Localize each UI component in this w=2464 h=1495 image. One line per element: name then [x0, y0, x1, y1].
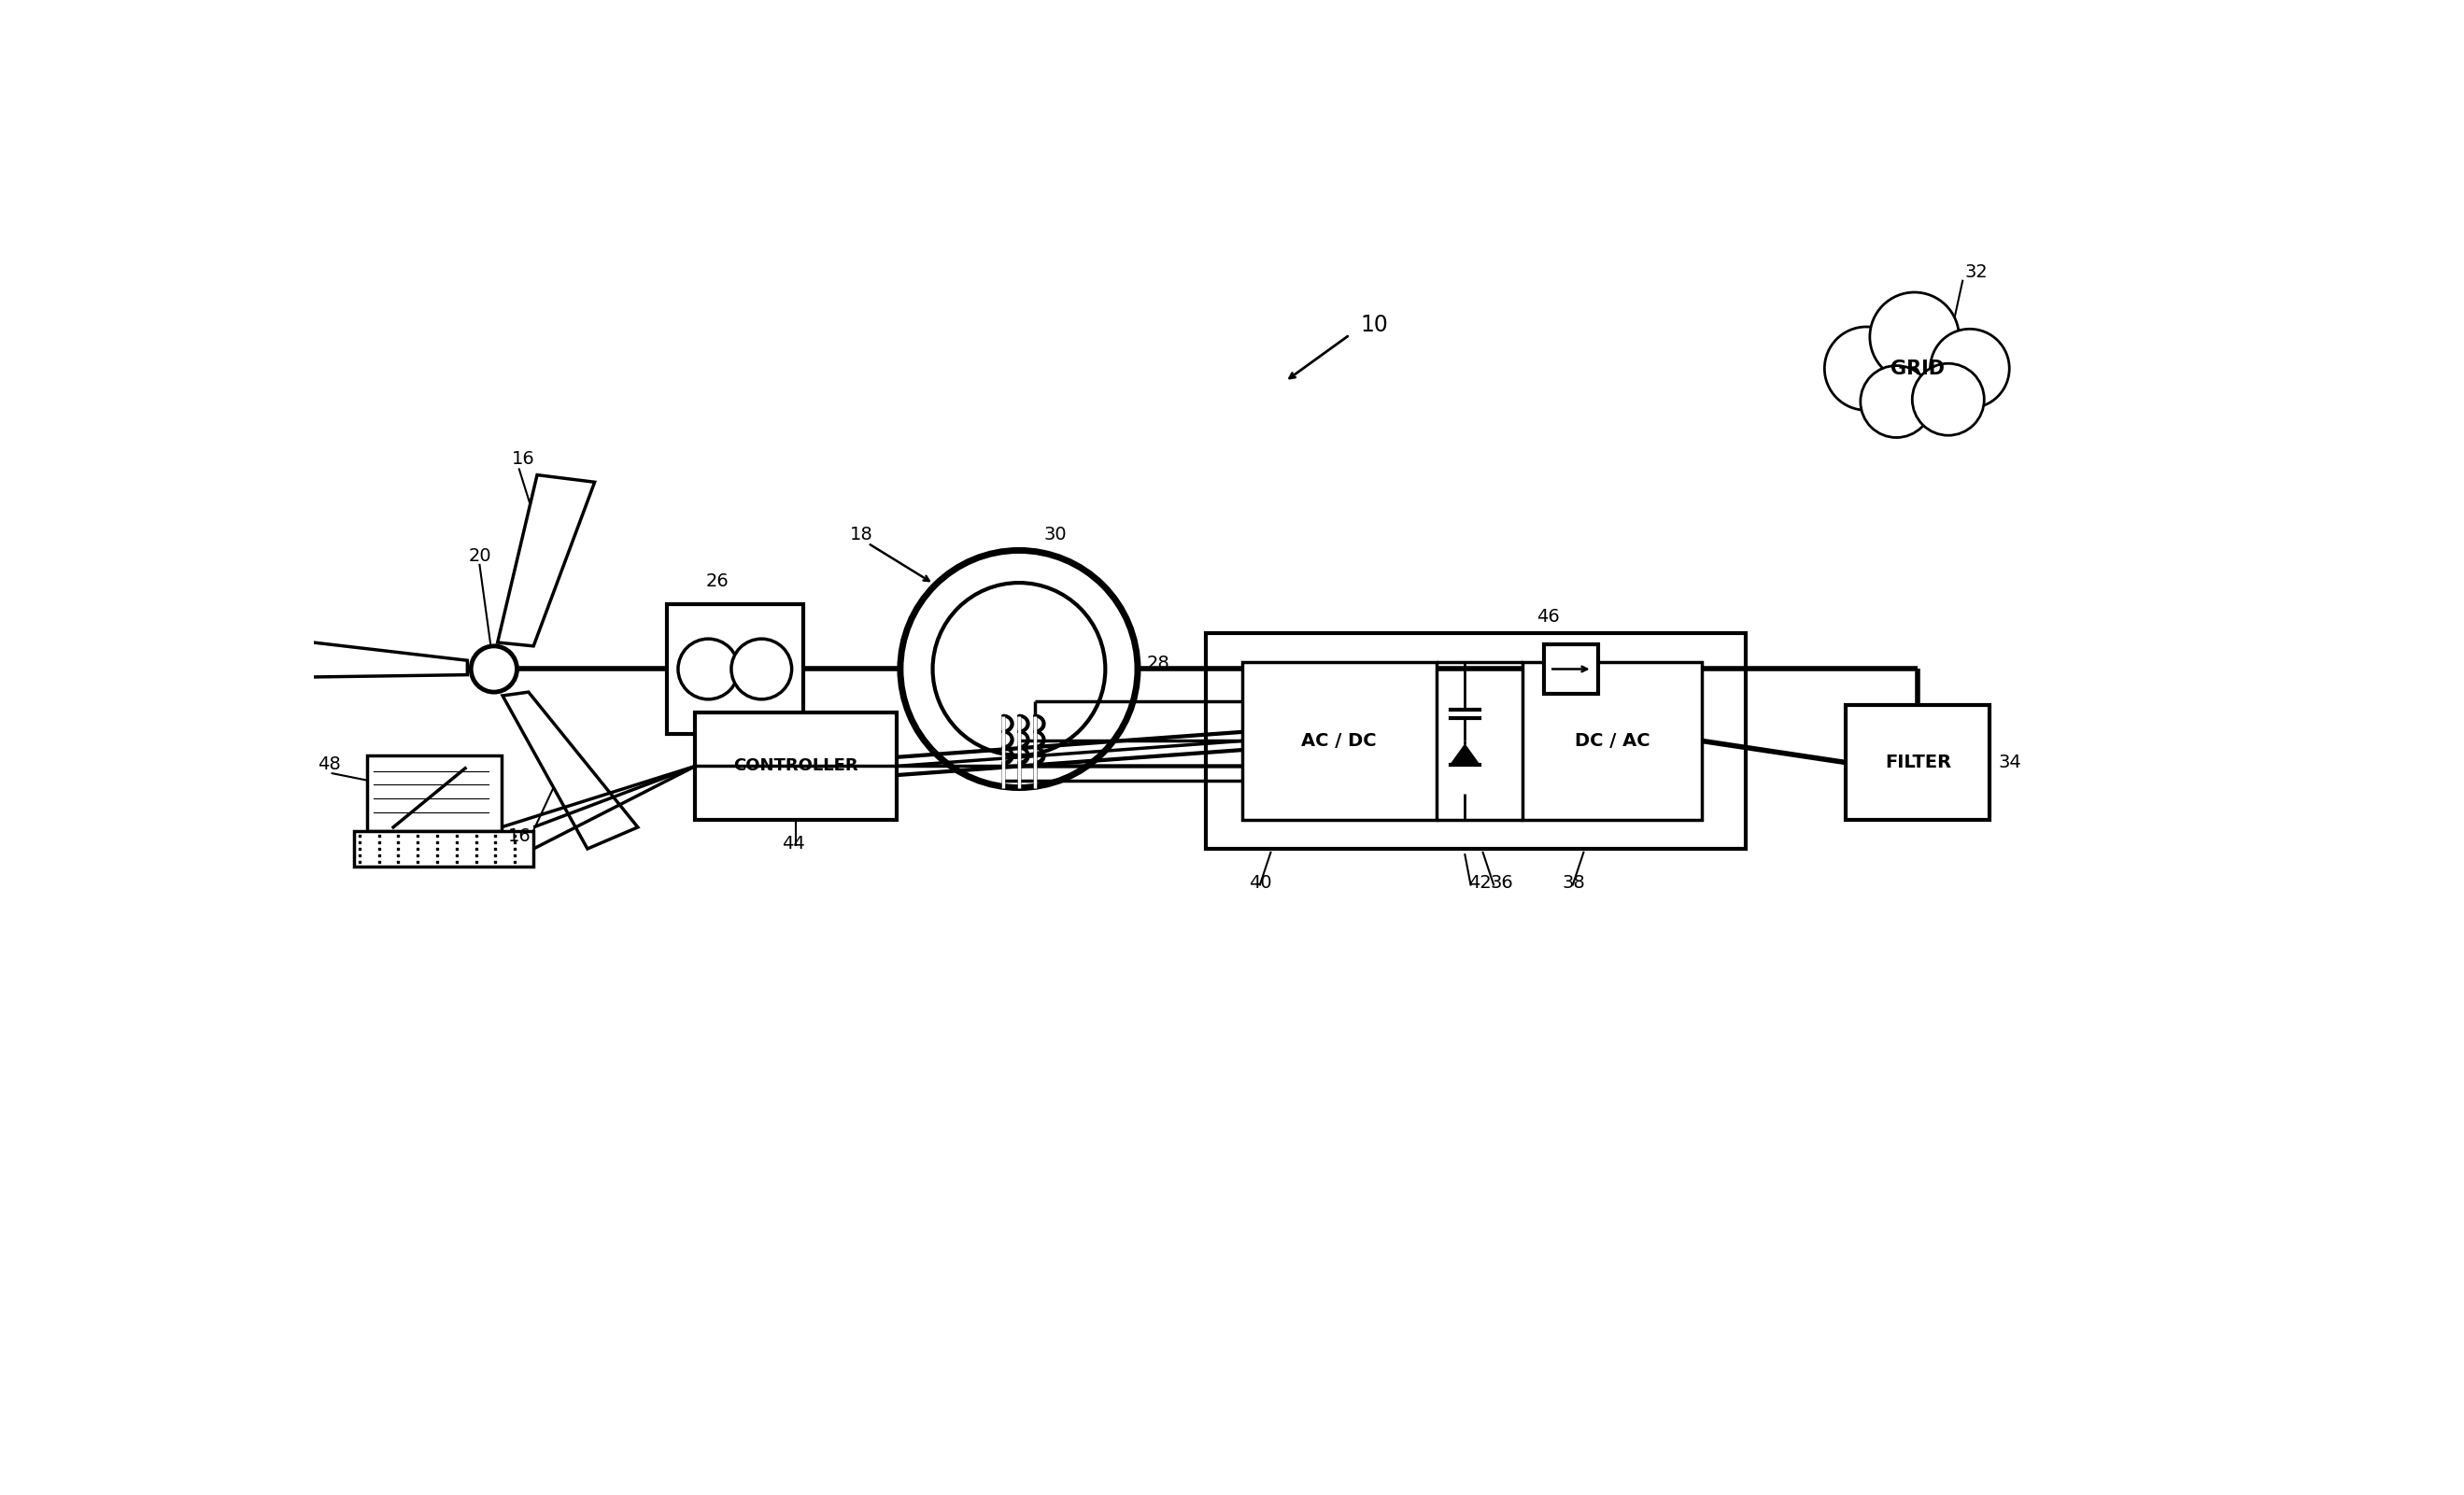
Circle shape: [1912, 363, 1984, 435]
Text: 20: 20: [468, 547, 493, 565]
Text: DC / AC: DC / AC: [1574, 733, 1651, 750]
Bar: [695, 712, 897, 821]
Text: 36: 36: [1491, 875, 1513, 893]
Polygon shape: [367, 755, 500, 831]
Circle shape: [678, 638, 739, 700]
Bar: [1545, 644, 1599, 694]
Text: 16: 16: [513, 450, 535, 468]
Text: 32: 32: [1964, 263, 1988, 281]
Text: FILTER: FILTER: [1885, 753, 1951, 771]
Text: 28: 28: [1146, 655, 1170, 673]
Circle shape: [1823, 327, 1907, 410]
Polygon shape: [498, 475, 594, 646]
Text: 34: 34: [1998, 753, 2020, 771]
Polygon shape: [1451, 745, 1478, 764]
Circle shape: [934, 583, 1106, 755]
Circle shape: [471, 646, 517, 692]
Bar: [1846, 706, 1991, 821]
Text: 38: 38: [1562, 875, 1584, 893]
Circle shape: [1870, 293, 1959, 381]
Text: 46: 46: [1538, 608, 1560, 626]
Bar: [1523, 662, 1703, 821]
Polygon shape: [503, 692, 638, 849]
Circle shape: [899, 550, 1138, 788]
Text: 26: 26: [707, 573, 729, 591]
Text: GRID: GRID: [1890, 359, 1944, 378]
Text: 42: 42: [1469, 875, 1491, 893]
Text: 40: 40: [1249, 875, 1271, 893]
Text: 16: 16: [508, 828, 532, 845]
Text: 44: 44: [781, 834, 806, 852]
Polygon shape: [264, 637, 468, 677]
Text: AC / DC: AC / DC: [1301, 733, 1377, 750]
Circle shape: [1929, 329, 2008, 408]
Text: 30: 30: [1045, 526, 1067, 543]
Circle shape: [732, 638, 791, 700]
Bar: [668, 604, 803, 734]
Bar: [1205, 632, 1745, 849]
Text: 10: 10: [1360, 314, 1390, 336]
Circle shape: [1860, 366, 1932, 438]
Bar: [1242, 662, 1437, 821]
Polygon shape: [355, 831, 535, 867]
Text: 48: 48: [318, 755, 340, 773]
Text: CONTROLLER: CONTROLLER: [734, 758, 857, 774]
Text: 18: 18: [850, 526, 872, 543]
